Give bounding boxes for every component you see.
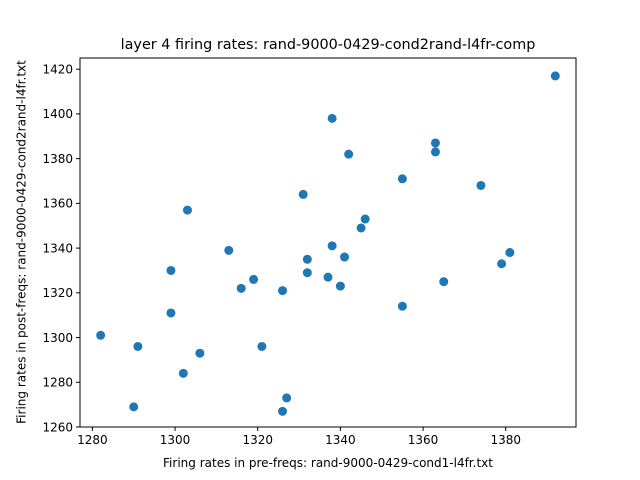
y-tick-label: 1260 [42,420,73,434]
plot-area [79,57,577,428]
data-point-35 [550,71,560,81]
data-point-27 [397,174,407,184]
data-point-31 [439,277,449,287]
data-point-26 [360,214,370,224]
data-point-14 [278,406,288,416]
y-tick-label: 1400 [42,107,73,121]
y-tick-label: 1300 [42,331,73,345]
data-point-6 [178,368,188,378]
data-point-30 [430,147,440,157]
data-point-9 [224,245,234,255]
data-point-8 [195,348,205,358]
data-point-18 [302,268,312,278]
y-tick-label: 1380 [42,152,73,166]
data-point-28 [397,301,407,311]
data-point-24 [344,149,354,159]
data-point-7 [182,205,192,215]
y-tick-label: 1340 [42,241,73,255]
x-tick-label: 1280 [77,433,108,447]
x-tick-label: 1380 [490,433,521,447]
y-axis-label: Firing rates in post-freqs: rand-9000-04… [15,60,29,424]
data-point-34 [505,248,515,258]
x-axis: 1280 1300 1320 1340 1360 1380 [77,427,521,447]
plot-frame [79,57,577,428]
data-point-10 [236,283,246,293]
data-point-32 [476,180,486,190]
y-tick-label: 1360 [42,197,73,211]
data-point-21 [327,241,337,251]
y-tick-label: 1280 [42,376,73,390]
x-axis-label: Firing rates in pre-freqs: rand-9000-042… [163,456,493,470]
data-point-25 [356,223,366,233]
x-tick-label: 1320 [242,433,273,447]
data-point-29 [430,138,440,148]
data-point-4 [166,265,176,275]
data-point-12 [257,341,267,351]
data-point-11 [249,274,259,284]
data-point-1 [96,330,106,340]
data-point-3 [133,341,143,351]
x-tick-label: 1300 [160,433,191,447]
data-point-20 [327,113,337,123]
data-point-16 [298,189,308,199]
x-tick-label: 1360 [408,433,439,447]
x-tick-label: 1340 [325,433,356,447]
data-point-19 [323,272,333,282]
y-tick-label: 1320 [42,286,73,300]
data-point-17 [302,254,312,264]
data-point-33 [497,259,507,269]
data-point-13 [278,286,288,296]
data-point-23 [340,252,350,262]
data-point-15 [282,393,292,403]
data-point-22 [335,281,345,291]
data-point-5 [166,308,176,318]
data-point-2 [129,402,139,412]
chart-title: layer 4 firing rates: rand-9000-0429-con… [121,37,536,53]
y-tick-label: 1420 [42,62,73,76]
y-axis: 1260 1280 1300 1320 1340 1360 1380 1400 1420 [42,62,80,434]
